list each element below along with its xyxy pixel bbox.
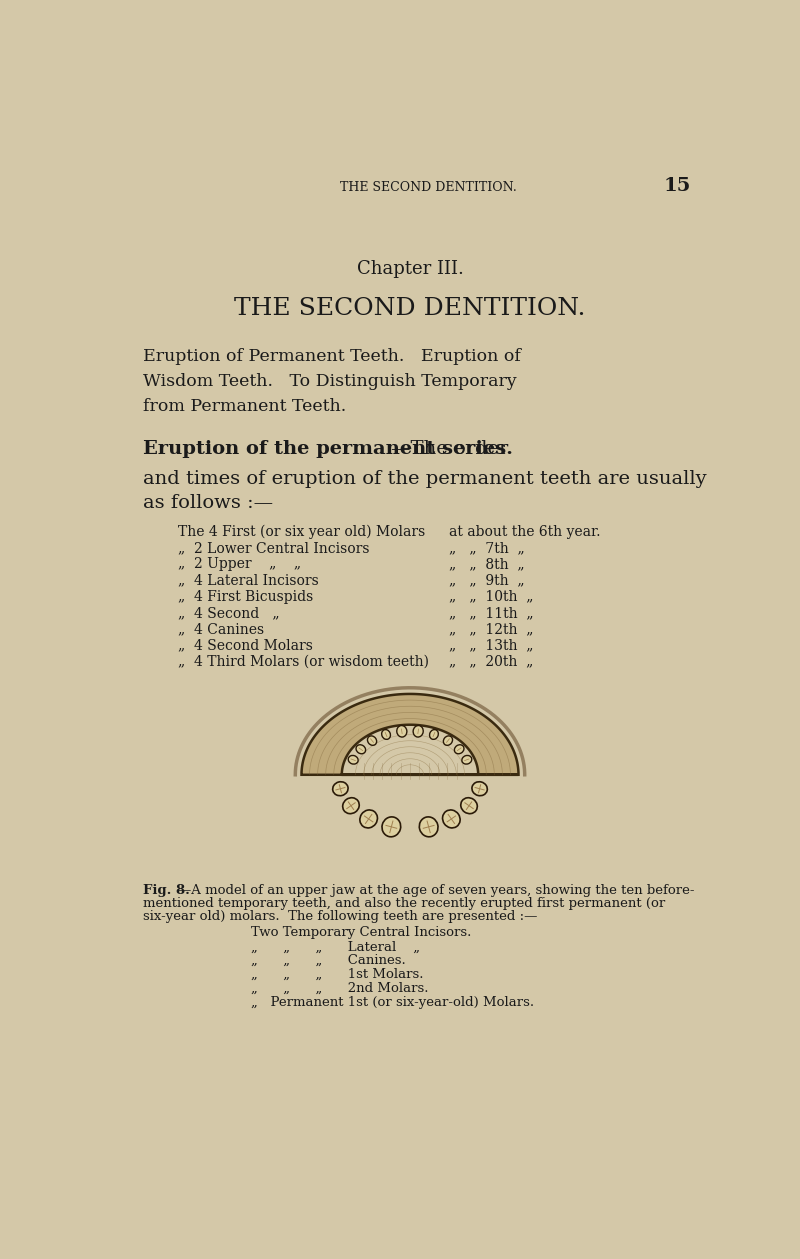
Ellipse shape xyxy=(413,725,423,737)
Ellipse shape xyxy=(443,737,453,745)
Text: as follows :—: as follows :— xyxy=(142,494,273,511)
Text: Two Temporary Central Incisors.: Two Temporary Central Incisors. xyxy=(251,927,471,939)
Text: and times of eruption of the permanent teeth are usually: and times of eruption of the permanent t… xyxy=(142,470,706,487)
Text: „   „  20th  „: „ „ 20th „ xyxy=(449,655,533,669)
Text: „  2 Lower Central Incisors: „ 2 Lower Central Incisors xyxy=(178,541,369,555)
Text: THE SECOND DENTITION.: THE SECOND DENTITION. xyxy=(234,297,586,320)
Ellipse shape xyxy=(461,798,478,813)
Text: —The order: —The order xyxy=(390,439,508,458)
Text: „      „      „      2nd Molars.: „ „ „ 2nd Molars. xyxy=(251,982,429,995)
Ellipse shape xyxy=(430,729,438,739)
Text: „      „      „      Canines.: „ „ „ Canines. xyxy=(251,954,406,967)
Text: „   „  10th  „: „ „ 10th „ xyxy=(449,589,534,604)
Ellipse shape xyxy=(454,745,464,754)
Ellipse shape xyxy=(442,810,460,828)
Text: Eruption of Permanent Teeth.   Eruption of: Eruption of Permanent Teeth. Eruption of xyxy=(142,347,521,365)
Text: „   „  12th  „: „ „ 12th „ xyxy=(449,622,534,636)
Text: —A model of an upper jaw at the age of seven years, showing the ten before-: —A model of an upper jaw at the age of s… xyxy=(178,884,694,898)
Ellipse shape xyxy=(462,755,472,764)
Ellipse shape xyxy=(342,798,359,813)
Ellipse shape xyxy=(348,755,358,764)
Text: Fig. 8.: Fig. 8. xyxy=(142,884,190,898)
Text: The 4 First (or six year old) Molars: The 4 First (or six year old) Molars xyxy=(178,525,425,539)
Ellipse shape xyxy=(397,725,407,737)
Ellipse shape xyxy=(360,810,378,828)
Text: „  4 First Bicuspids: „ 4 First Bicuspids xyxy=(178,589,313,604)
Ellipse shape xyxy=(382,729,390,739)
Text: „   „  9th  „: „ „ 9th „ xyxy=(449,574,524,588)
Text: Chapter III.: Chapter III. xyxy=(357,261,463,278)
Text: six-year old) molars.  The following teeth are presented :—: six-year old) molars. The following teet… xyxy=(142,910,537,923)
Text: „      „      „      1st Molars.: „ „ „ 1st Molars. xyxy=(251,968,424,981)
Text: „  4 Lateral Incisors: „ 4 Lateral Incisors xyxy=(178,574,318,588)
Polygon shape xyxy=(302,694,518,774)
Text: from Permanent Teeth.: from Permanent Teeth. xyxy=(142,398,346,415)
Text: THE SECOND DENTITION.: THE SECOND DENTITION. xyxy=(340,181,517,194)
Text: „  4 Second   „: „ 4 Second „ xyxy=(178,606,279,619)
Text: „   „  13th  „: „ „ 13th „ xyxy=(449,638,534,652)
Text: Wisdom Teeth.   To Distinguish Temporary: Wisdom Teeth. To Distinguish Temporary xyxy=(142,373,516,390)
Text: „      „      „      Lateral    „: „ „ „ Lateral „ xyxy=(251,940,420,953)
Ellipse shape xyxy=(367,737,377,745)
Text: „  4 Second Molars: „ 4 Second Molars xyxy=(178,638,312,652)
Text: at about the 6th year.: at about the 6th year. xyxy=(449,525,600,539)
Text: „  4 Canines: „ 4 Canines xyxy=(178,622,264,636)
Ellipse shape xyxy=(333,782,348,796)
Text: „   „  8th  „: „ „ 8th „ xyxy=(449,558,524,572)
Text: 15: 15 xyxy=(664,178,691,195)
Ellipse shape xyxy=(419,817,438,837)
Text: „  4 Third Molars (or wisdom teeth): „ 4 Third Molars (or wisdom teeth) xyxy=(178,655,429,669)
Text: „   „  11th  „: „ „ 11th „ xyxy=(449,606,534,619)
Ellipse shape xyxy=(472,782,487,796)
Text: „  2 Upper    „    „: „ 2 Upper „ „ xyxy=(178,558,301,572)
Text: mentioned temporary teeth, and also the recently erupted first permanent (or: mentioned temporary teeth, and also the … xyxy=(142,898,665,910)
Text: Eruption of the permanent series.: Eruption of the permanent series. xyxy=(142,439,513,458)
Ellipse shape xyxy=(356,745,366,754)
Text: „   Permanent 1st (or six-year-old) Molars.: „ Permanent 1st (or six-year-old) Molars… xyxy=(251,996,534,1008)
Ellipse shape xyxy=(382,817,401,837)
Text: „   „  7th  „: „ „ 7th „ xyxy=(449,541,525,555)
